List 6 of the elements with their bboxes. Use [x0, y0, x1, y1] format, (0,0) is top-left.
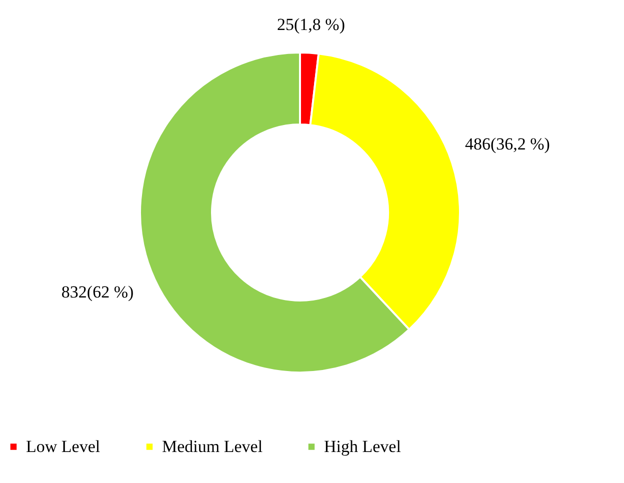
legend-label: Low Level: [26, 436, 100, 456]
data-label: 832(62 %): [61, 282, 134, 302]
data-label: 486(36,2 %): [464, 134, 550, 154]
data-label: 25(1,8 %): [276, 14, 345, 34]
legend-label: High Level: [324, 436, 402, 456]
legend-label: Medium Level: [162, 436, 263, 456]
